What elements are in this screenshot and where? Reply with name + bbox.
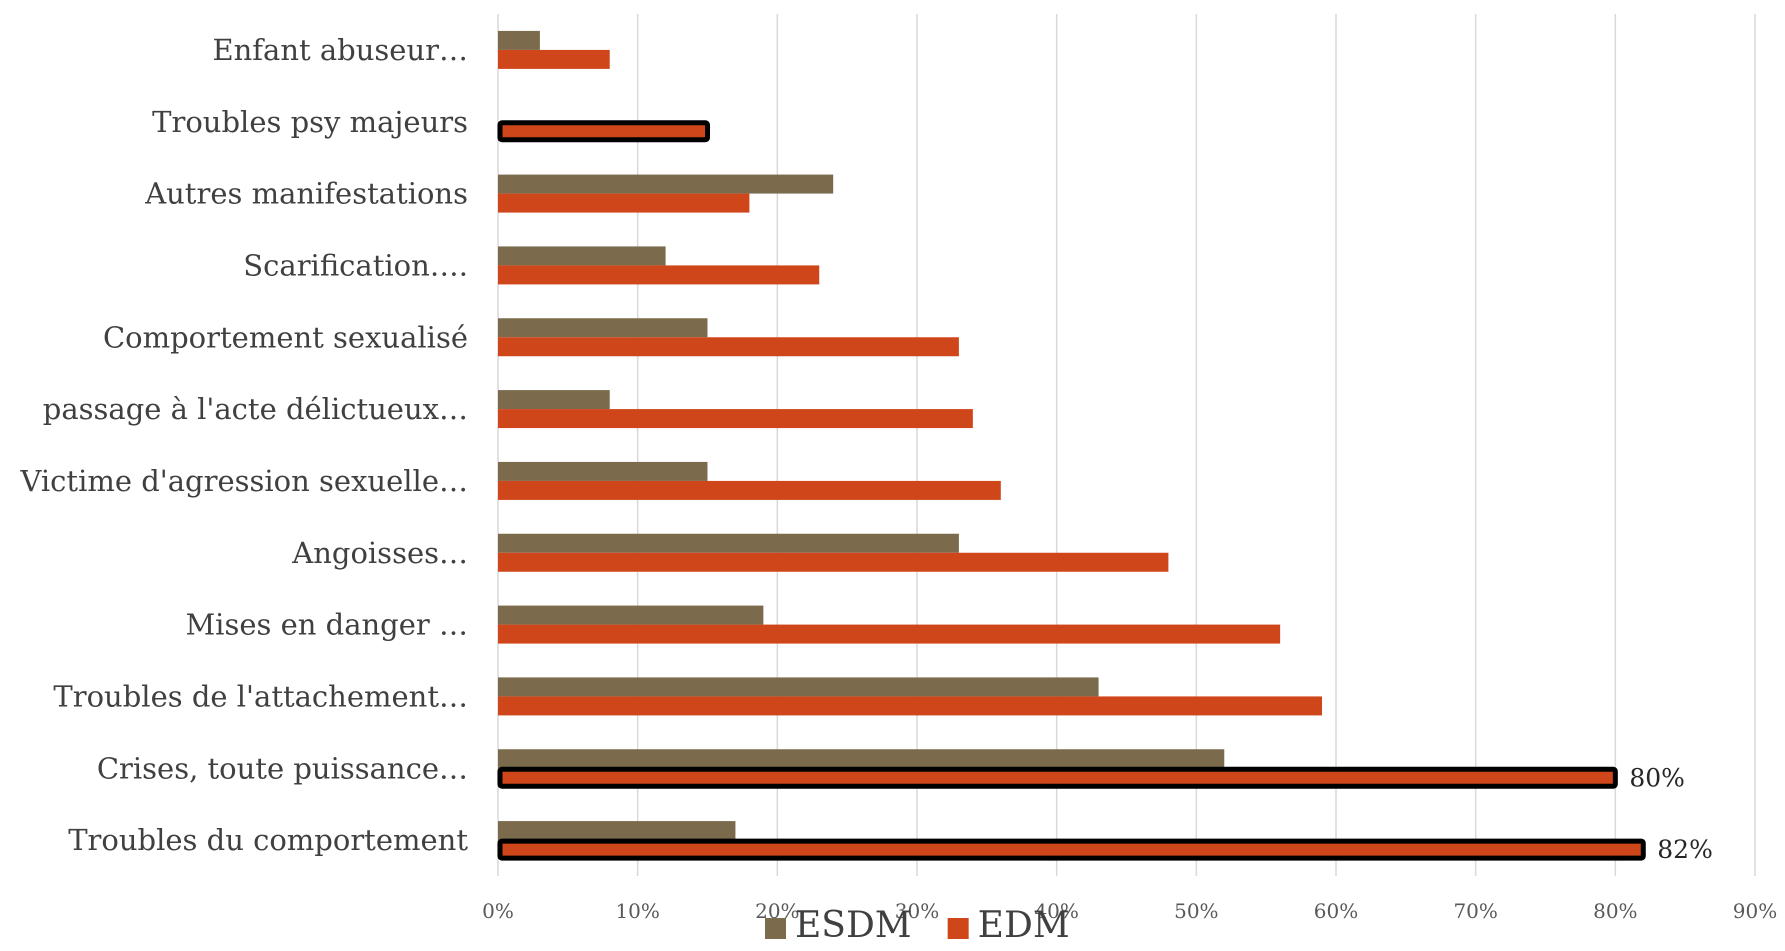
category-label: Angoisses… [291, 536, 468, 570]
bar-esdm [498, 821, 736, 841]
category-label: Troubles de l'attachement… [53, 679, 468, 713]
bar-highlight-outline [497, 838, 1646, 861]
bar-edm [498, 696, 1323, 716]
bar-edm [498, 409, 973, 429]
bar-edm [498, 552, 1169, 572]
bar-esdm [498, 749, 1225, 769]
category-label: Troubles psy majeurs [152, 105, 468, 139]
x-tick-label: 0% [482, 899, 514, 923]
x-tick-label: 30% [895, 899, 939, 923]
x-tick-label: 60% [1314, 899, 1358, 923]
bar-edm [498, 337, 959, 357]
legend-label: EDM [978, 905, 1070, 946]
legend-swatch [765, 918, 786, 939]
category-label: Victime d'agression sexuelle… [19, 464, 468, 498]
category-label: Crises, toute puissance… [97, 751, 468, 785]
category-label: Enfant abuseur… [212, 33, 468, 67]
gridlines [497, 14, 1756, 876]
category-label: Autres manifestations [144, 177, 468, 211]
data-label: 82% [1657, 835, 1713, 864]
data-label: 80% [1629, 763, 1685, 792]
bar-esdm [498, 461, 708, 481]
category-label: Mises en danger … [185, 608, 468, 642]
legend-label: ESDM [795, 905, 912, 946]
bar-edm [498, 480, 1001, 500]
bar-edm [498, 768, 1616, 788]
x-tick-label: 50% [1174, 899, 1218, 923]
bars [497, 30, 1646, 861]
bar-edm [498, 121, 708, 141]
bar-edm [498, 193, 750, 213]
bar-edm [498, 49, 610, 69]
x-tick-label: 10% [615, 899, 659, 923]
x-tick-label: 70% [1453, 899, 1497, 923]
x-tick-label: 40% [1034, 899, 1078, 923]
bar-highlight-outline [497, 766, 1618, 789]
data-labels: 82% 80% [1629, 763, 1713, 864]
bar-edm [498, 840, 1644, 860]
x-tick-label: 90% [1733, 899, 1777, 923]
category-label: passage à l'acte délictueux… [43, 392, 468, 426]
bar-esdm [498, 318, 708, 338]
bar-esdm [498, 30, 540, 50]
bar-esdm [498, 533, 959, 553]
category-label: Troubles du comportement [68, 823, 468, 857]
bar-esdm [498, 390, 610, 410]
x-tick-labels: 0% 10% 20% 30% 40% 50% 60% 70% 80% 90% [482, 899, 1777, 923]
bar-esdm [498, 677, 1099, 697]
bar-esdm [498, 174, 834, 194]
bar-esdm [498, 246, 666, 266]
bar-edm [498, 624, 1281, 644]
category-label: Comportement sexualisé [103, 320, 468, 354]
category-labels: Troubles du comportement Crises, toute pu… [19, 33, 468, 857]
legend-swatch [947, 918, 969, 939]
bar-edm [498, 265, 820, 285]
legend: ESDM EDM [765, 905, 1070, 946]
bar-highlight-outline [497, 120, 710, 143]
bar-esdm [498, 605, 764, 625]
category-label: Scarification…. [243, 248, 468, 282]
x-tick-label: 80% [1593, 899, 1637, 923]
